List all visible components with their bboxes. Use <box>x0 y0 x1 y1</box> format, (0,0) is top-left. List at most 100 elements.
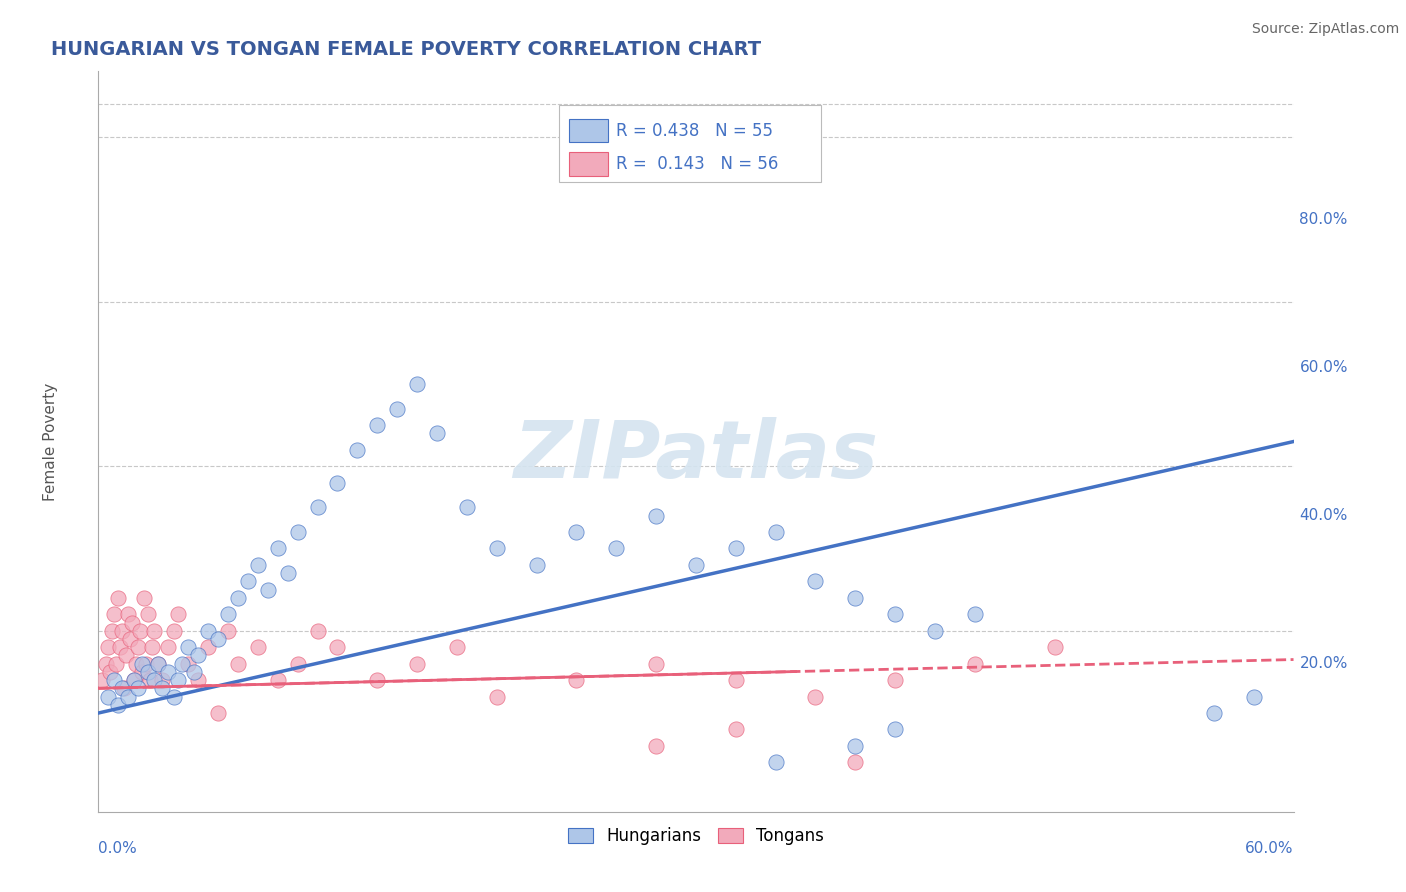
Point <box>187 673 209 687</box>
Text: 40.0%: 40.0% <box>1299 508 1348 523</box>
Point <box>163 624 186 638</box>
Point <box>141 640 163 655</box>
Point <box>97 690 120 704</box>
Text: Source: ZipAtlas.com: Source: ZipAtlas.com <box>1251 22 1399 37</box>
Point <box>1043 640 1066 655</box>
Point <box>103 607 125 622</box>
Point <box>645 508 668 523</box>
Point <box>96 657 118 671</box>
Point <box>884 607 907 622</box>
Point <box>111 681 134 696</box>
Point <box>107 591 129 605</box>
Point <box>197 640 219 655</box>
Point <box>645 739 668 753</box>
Point <box>127 681 149 696</box>
Point <box>267 541 290 556</box>
Point <box>105 657 128 671</box>
Point <box>148 657 170 671</box>
Point <box>724 673 747 687</box>
Point <box>804 574 827 589</box>
Point <box>124 673 146 687</box>
Text: 20.0%: 20.0% <box>1299 657 1348 671</box>
Point <box>217 607 239 622</box>
Point <box>134 591 156 605</box>
Point <box>446 640 468 655</box>
Point <box>163 690 186 704</box>
Point <box>307 500 329 515</box>
Point <box>143 624 166 638</box>
Point <box>157 665 180 679</box>
Point <box>963 657 986 671</box>
Point <box>844 591 866 605</box>
Point <box>605 541 627 556</box>
Point <box>485 690 508 704</box>
Point <box>110 640 132 655</box>
Point <box>326 640 349 655</box>
Point <box>135 657 157 671</box>
Point <box>107 698 129 712</box>
Point <box>426 426 449 441</box>
Point <box>112 681 135 696</box>
Point <box>884 673 907 687</box>
Point <box>207 706 229 720</box>
Point <box>456 500 478 515</box>
Point <box>346 442 368 457</box>
Point <box>366 418 388 433</box>
Point <box>406 657 429 671</box>
Point <box>277 566 299 581</box>
Point <box>804 690 827 704</box>
Point <box>167 607 190 622</box>
Point <box>1202 706 1225 720</box>
Point <box>217 624 239 638</box>
Point <box>150 673 173 687</box>
Point <box>177 657 200 671</box>
Point <box>385 401 409 416</box>
Point <box>485 541 508 556</box>
Point <box>136 665 159 679</box>
Point <box>844 756 866 770</box>
Point <box>121 615 143 630</box>
Point <box>148 657 170 671</box>
Point <box>101 624 124 638</box>
Point <box>98 665 122 679</box>
Point <box>117 690 139 704</box>
Point <box>125 657 148 671</box>
Point <box>246 558 269 572</box>
Point <box>172 657 194 671</box>
Point <box>326 475 349 490</box>
Point <box>129 624 152 638</box>
Point <box>187 648 209 663</box>
Point <box>406 376 429 391</box>
Point <box>124 673 146 687</box>
FancyBboxPatch shape <box>569 119 607 143</box>
Point <box>226 657 249 671</box>
Point <box>177 640 200 655</box>
Point <box>724 541 747 556</box>
Point <box>884 723 907 737</box>
Text: 80.0%: 80.0% <box>1299 212 1348 227</box>
Point <box>226 591 249 605</box>
Point <box>236 574 259 589</box>
FancyBboxPatch shape <box>558 104 821 183</box>
Text: HUNGARIAN VS TONGAN FEMALE POVERTY CORRELATION CHART: HUNGARIAN VS TONGAN FEMALE POVERTY CORRE… <box>51 39 761 59</box>
Point <box>117 607 139 622</box>
Text: 0.0%: 0.0% <box>98 841 138 856</box>
Point <box>565 524 588 539</box>
Point <box>103 673 125 687</box>
Point <box>765 756 787 770</box>
Point <box>307 624 329 638</box>
Point <box>963 607 986 622</box>
Point <box>246 640 269 655</box>
Point <box>256 582 278 597</box>
Point <box>131 665 153 679</box>
Point <box>115 648 138 663</box>
Point <box>765 524 787 539</box>
Point <box>287 524 309 539</box>
Point <box>207 632 229 646</box>
Text: R = 0.438   N = 55: R = 0.438 N = 55 <box>616 121 773 139</box>
Point <box>197 624 219 638</box>
Point <box>111 624 134 638</box>
Point <box>685 558 707 572</box>
Text: 60.0%: 60.0% <box>1246 841 1294 856</box>
Point <box>565 673 588 687</box>
